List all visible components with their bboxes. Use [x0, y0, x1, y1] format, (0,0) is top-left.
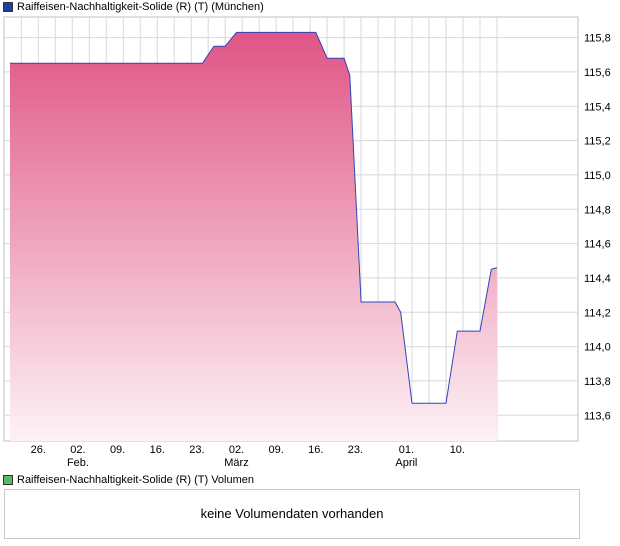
- x-month-label: Feb.: [67, 457, 89, 469]
- y-tick-label: 113,6: [584, 410, 611, 422]
- volume-legend: Raiffeisen-Nachhaltigkeit-Solide (R) (T)…: [3, 473, 254, 487]
- x-tick-label: 23.: [189, 444, 204, 456]
- volume-legend-swatch: [3, 475, 13, 485]
- y-tick-label: 113,8: [584, 376, 611, 388]
- x-tick-label: 02.: [70, 444, 85, 456]
- x-tick-label: 09.: [110, 444, 125, 456]
- volume-panel: keine Volumendaten vorhanden: [4, 489, 580, 539]
- y-tick-label: 114,2: [584, 307, 611, 319]
- y-tick-label: 115,4: [584, 101, 611, 113]
- price-line: [10, 31, 498, 404]
- y-tick-label: 115,0: [584, 170, 611, 182]
- price-legend-swatch: [3, 2, 13, 12]
- x-tick-label: 16.: [150, 444, 165, 456]
- y-tick-label: 114,8: [584, 204, 611, 216]
- x-tick-label: 02.: [229, 444, 244, 456]
- y-tick-label: 114,0: [584, 342, 611, 354]
- x-tick-label: 16.: [308, 444, 323, 456]
- x-tick-label: 26.: [31, 444, 46, 456]
- x-tick-label: 09.: [268, 444, 283, 456]
- y-tick-label: 114,4: [584, 273, 611, 285]
- price-legend: Raiffeisen-Nachhaltigkeit-Solide (R) (T)…: [3, 0, 264, 14]
- price-area: [10, 32, 497, 442]
- x-month-label: April: [395, 457, 417, 469]
- no-volume-message: keine Volumendaten vorhanden: [200, 506, 384, 521]
- x-tick-label: 01.: [399, 444, 414, 456]
- y-tick-label: 115,2: [584, 136, 611, 148]
- x-month-label: März: [224, 457, 248, 469]
- volume-legend-label: Raiffeisen-Nachhaltigkeit-Solide (R) (T)…: [17, 474, 255, 486]
- y-tick-label: 115,6: [584, 67, 611, 79]
- y-tick-label: 115,8: [584, 33, 611, 45]
- price-chart: 113,6 113,8 114,0 114,2 114,4 114,6 114,8 115,0…: [3, 16, 611, 469]
- y-axis: 113,6 113,8 114,0 114,2 114,4 114,6 114,8 115,0…: [584, 33, 611, 423]
- price-legend-label: Raiffeisen-Nachhaltigkeit-Solide (R) (T)…: [17, 1, 264, 13]
- y-tick-label: 114,6: [584, 239, 611, 251]
- x-tick-label: 23.: [348, 444, 363, 456]
- x-tick-label: 10.: [450, 444, 465, 456]
